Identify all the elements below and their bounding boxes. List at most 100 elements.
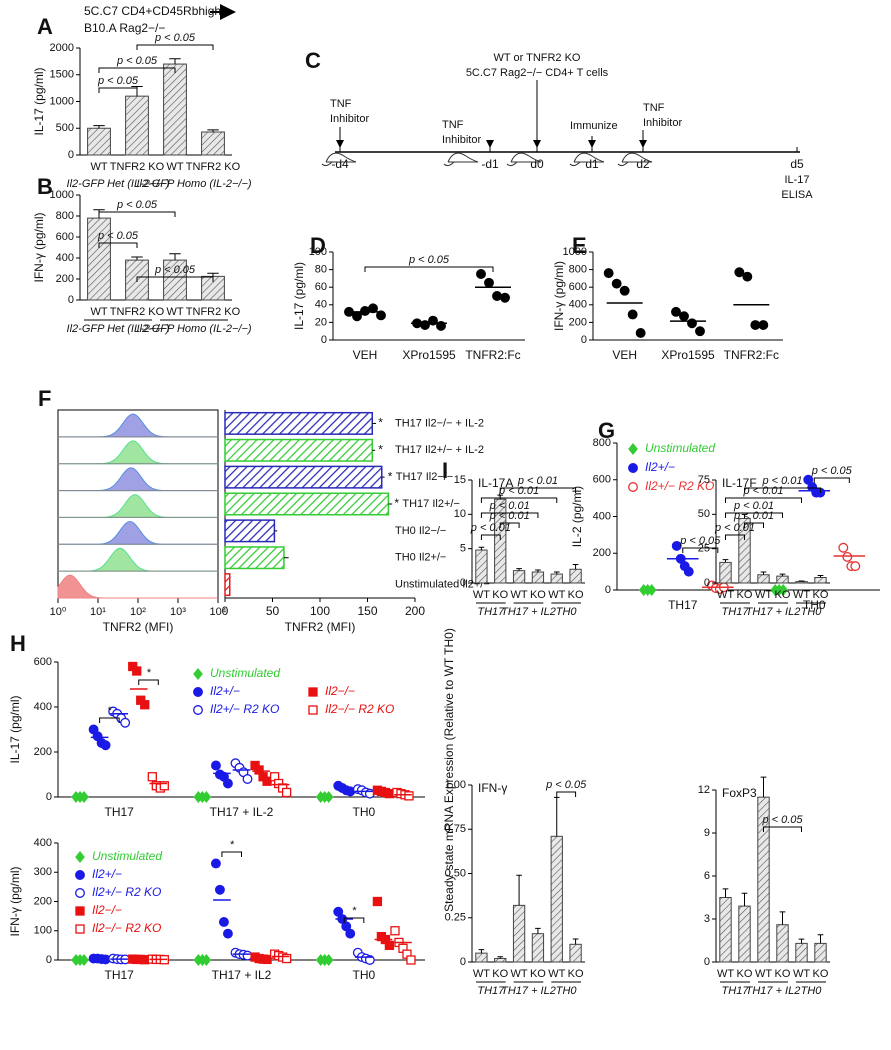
point (242, 774, 253, 784)
point (778, 583, 789, 597)
legend-label: Il2−/− R2 KO (92, 921, 161, 935)
header: 5C.C7 CD4+CD45Rbhigh (84, 4, 221, 18)
bar-label: TH0 Il2+/− (395, 552, 446, 564)
legend-label: Il2+/− R2 KO (645, 479, 714, 493)
annotation: * (388, 469, 393, 483)
point (404, 791, 414, 801)
bar (550, 835, 563, 963)
panel-letter: G (598, 418, 615, 443)
point (390, 926, 400, 936)
x-tick-label: WT (717, 589, 734, 601)
diagram-label: WT or TNFR2 KO (494, 52, 581, 64)
x-tick-label: TNFR2 KO (110, 306, 165, 318)
significance-bracket (364, 266, 494, 272)
x-tick-label: 50 (266, 604, 280, 618)
bar (475, 549, 488, 584)
x-tick-label: KO (813, 968, 829, 980)
y-tick-label: 0.50 (445, 867, 466, 879)
mouse-icon (569, 152, 605, 167)
point (352, 311, 362, 322)
error-bar (207, 129, 219, 132)
error-bar (478, 546, 485, 551)
point (159, 781, 169, 791)
bar (224, 492, 390, 516)
group-label: Il2-GFP Homo (IL-2−/−) (136, 323, 251, 335)
y-tick-label: 0 (68, 294, 74, 306)
legend-marker (193, 705, 203, 715)
point (262, 776, 272, 786)
y-axis-label: IL-17 (pg/ml) (8, 695, 22, 763)
group-label: Il2-GFP Het (IL-2+/−) (67, 323, 170, 335)
y-tick-label: 200 (56, 273, 74, 285)
annotation: * (230, 839, 235, 851)
point (372, 896, 383, 907)
error-bar (169, 58, 181, 65)
group-label: Il2-GFP Homo (IL-2−/−) (136, 178, 251, 190)
x-tick-label: TH17 + IL-2 (210, 805, 274, 819)
legend-marker (308, 705, 318, 715)
x-tick-label: TNFR2:Fc (724, 348, 779, 362)
bar (87, 127, 111, 156)
significance-bracket (221, 851, 242, 857)
bar (163, 63, 187, 156)
annotation: p < 0.05 (761, 814, 803, 826)
point (201, 790, 212, 804)
y-axis-label: IFN-γ (pg/ml) (8, 867, 22, 937)
legend-marker (628, 482, 638, 492)
group-label: TH17 + IL2 (746, 606, 801, 618)
bar (224, 546, 285, 570)
point (484, 277, 494, 288)
x-tick-label: 10³ (170, 606, 186, 618)
error-bar (779, 573, 786, 577)
chart-title: IL-17F (722, 476, 757, 490)
histogram (58, 440, 218, 465)
bar (719, 897, 732, 963)
error-bar (478, 949, 485, 954)
histogram (58, 520, 218, 545)
point (214, 884, 225, 895)
point (100, 740, 111, 751)
y-tick-label: 50 (698, 508, 710, 520)
significance-bracket (682, 547, 719, 553)
x-tick-label: WT (755, 589, 772, 601)
y-tick-label: 200 (593, 547, 611, 559)
point (492, 291, 502, 301)
bar (125, 95, 149, 156)
significance-bracket (98, 87, 138, 93)
significance-bracket (98, 211, 176, 217)
diagram-label: TNF (442, 119, 464, 131)
x-axis-label: TNFR2 (MFI) (103, 620, 174, 634)
y-tick-label: 15 (454, 474, 466, 486)
point (120, 717, 131, 728)
x-tick-label: KO (492, 589, 508, 601)
bar (512, 904, 526, 963)
y-tick-label: 600 (56, 231, 74, 243)
annotation: * (146, 667, 151, 679)
y-tick-label: 0 (460, 577, 466, 589)
bar-label: TH17 Il2−/− (396, 471, 453, 483)
annotation: p < 0.01 (498, 485, 539, 497)
error-bar (817, 934, 824, 944)
x-tick-label: KO (737, 589, 753, 601)
significance-bracket (744, 487, 821, 493)
bar (776, 924, 789, 963)
y-tick-label: 75 (698, 474, 710, 486)
group-label: TH17 (722, 985, 750, 997)
y-tick-label: 25 (698, 543, 710, 555)
y-tick-label: 800 (593, 437, 611, 449)
x-tick-label: 10⁰ (50, 606, 67, 618)
y-axis-label: IL-17 (pg/ml) (32, 67, 46, 135)
point (842, 551, 853, 562)
significance-bracket (744, 522, 764, 528)
y-tick-label: 2000 (50, 42, 74, 54)
significance-bracket (725, 497, 802, 503)
bar (224, 573, 231, 597)
annotation: p < 0.01 (714, 522, 755, 534)
point (222, 928, 233, 939)
y-axis-label: IFN-γ (pg/ml) (552, 261, 566, 331)
bar (569, 568, 582, 584)
error-bar (760, 776, 767, 798)
diagram-label: ELISA (781, 189, 813, 201)
panel-letter: E (572, 233, 587, 258)
